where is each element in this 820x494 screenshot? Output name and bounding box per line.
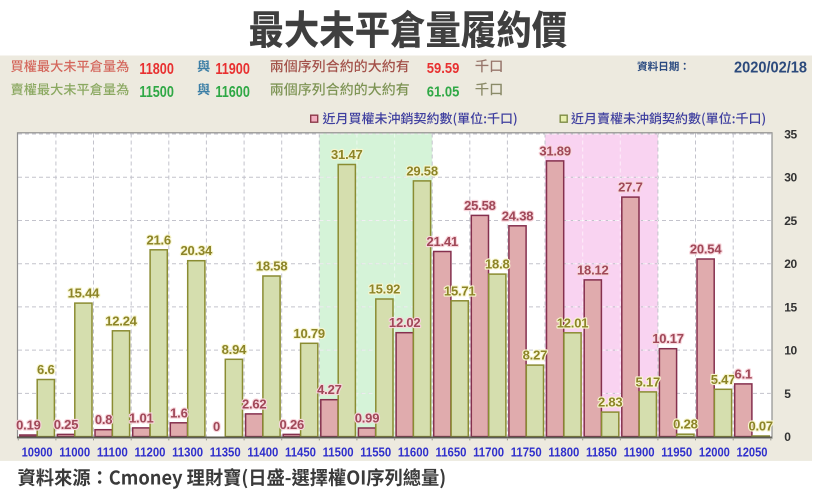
svg-text:0: 0 (213, 419, 220, 434)
svg-text:11350: 11350 (210, 446, 241, 460)
svg-text:20.54: 20.54 (690, 242, 723, 257)
svg-text:2.62: 2.62 (242, 396, 267, 411)
svg-text:11600: 11600 (215, 84, 250, 101)
svg-text:11650: 11650 (436, 446, 467, 460)
svg-text:11550: 11550 (360, 446, 391, 460)
svg-text:29.58: 29.58 (406, 163, 438, 178)
svg-text:11950: 11950 (661, 446, 692, 460)
svg-text:11500: 11500 (323, 446, 354, 460)
svg-text:27.7: 27.7 (618, 180, 643, 195)
svg-text:11850: 11850 (586, 446, 617, 460)
svg-text:10900: 10900 (22, 446, 53, 460)
svg-text:2.83: 2.83 (598, 395, 623, 410)
svg-text:12050: 12050 (737, 446, 768, 460)
svg-text:12.02: 12.02 (389, 315, 421, 330)
svg-text:21.6: 21.6 (146, 232, 171, 247)
svg-text:15: 15 (784, 300, 797, 314)
svg-text:0.19: 0.19 (16, 418, 41, 433)
svg-text:0.8: 0.8 (95, 412, 112, 427)
svg-text:11700: 11700 (473, 446, 504, 460)
svg-text:35: 35 (784, 128, 797, 142)
svg-text:6.1: 6.1 (735, 366, 752, 381)
svg-text:8.27: 8.27 (523, 348, 548, 363)
svg-text:11900: 11900 (624, 446, 655, 460)
svg-text:20.34: 20.34 (181, 243, 214, 258)
svg-text:24.38: 24.38 (502, 208, 534, 223)
svg-text:11900: 11900 (215, 61, 250, 78)
svg-text:0: 0 (784, 430, 791, 444)
svg-text:1.6: 1.6 (170, 405, 187, 420)
svg-text:11100: 11100 (97, 446, 128, 460)
svg-text:6.6: 6.6 (37, 362, 54, 377)
svg-text:5.47: 5.47 (711, 372, 736, 387)
svg-text:11450: 11450 (285, 446, 316, 460)
svg-text:0.26: 0.26 (280, 417, 305, 432)
svg-text:1.01: 1.01 (129, 410, 154, 425)
svg-text:20: 20 (784, 257, 797, 271)
svg-text:2020/02/18: 2020/02/18 (734, 60, 807, 77)
svg-text:18.58: 18.58 (256, 259, 288, 274)
svg-text:15.44: 15.44 (68, 286, 101, 301)
svg-text:11400: 11400 (247, 446, 278, 460)
svg-text:11200: 11200 (135, 446, 166, 460)
svg-text:12.24: 12.24 (105, 313, 138, 328)
svg-text:25.58: 25.58 (464, 198, 496, 213)
svg-text:18.8: 18.8 (485, 257, 510, 272)
svg-text:5: 5 (784, 387, 791, 401)
svg-text:10.79: 10.79 (293, 326, 325, 341)
svg-text:11800: 11800 (548, 446, 579, 460)
svg-text:5.17: 5.17 (636, 374, 661, 389)
svg-text:12000: 12000 (699, 446, 730, 460)
svg-text:0.28: 0.28 (673, 417, 698, 432)
svg-text:10: 10 (784, 344, 797, 358)
svg-text:0.07: 0.07 (748, 419, 773, 434)
svg-text:4.27: 4.27 (317, 382, 342, 397)
svg-text:10.17: 10.17 (652, 331, 684, 346)
svg-text:30: 30 (784, 171, 797, 185)
svg-text:11300: 11300 (172, 446, 203, 460)
svg-text:31.89: 31.89 (539, 143, 571, 158)
svg-text:15.71: 15.71 (444, 283, 476, 298)
svg-text:0.99: 0.99 (355, 411, 380, 426)
svg-text:21.41: 21.41 (427, 234, 459, 249)
svg-text:11750: 11750 (511, 446, 542, 460)
svg-text:31.47: 31.47 (331, 147, 363, 162)
svg-text:11600: 11600 (398, 446, 429, 460)
svg-text:18.12: 18.12 (577, 262, 609, 277)
svg-text:12.01: 12.01 (557, 315, 589, 330)
svg-text:59.59: 59.59 (427, 60, 460, 77)
svg-text:11500: 11500 (139, 84, 174, 101)
svg-text:8.94: 8.94 (222, 342, 247, 357)
svg-text:0.25: 0.25 (54, 417, 79, 432)
svg-text:11000: 11000 (59, 446, 90, 460)
svg-text:61.05: 61.05 (427, 83, 460, 100)
svg-text:15.92: 15.92 (369, 282, 401, 297)
svg-text:25: 25 (784, 214, 797, 228)
svg-text:11800: 11800 (139, 61, 174, 78)
